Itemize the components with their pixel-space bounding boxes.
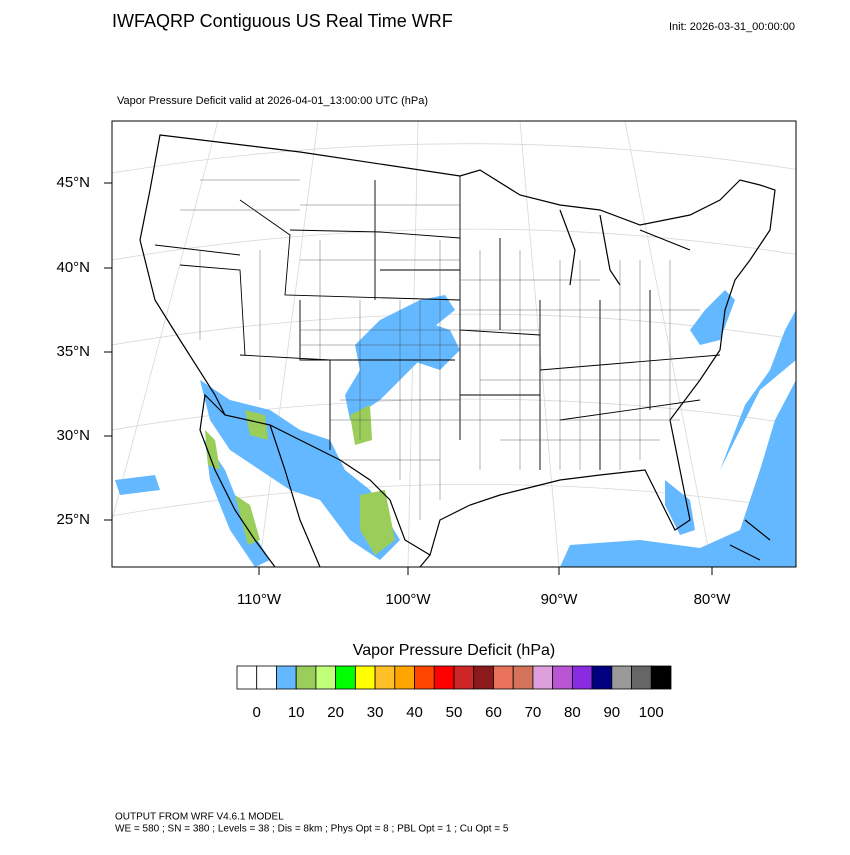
lon-label: 100°W — [385, 591, 431, 608]
colorbar-box — [611, 665, 632, 690]
colorbar-box — [571, 665, 593, 690]
colorbar-label: 0 — [253, 704, 261, 721]
init-time: Init: 2026-03-31_00:00:00 — [669, 21, 795, 33]
footer-line: OUTPUT FROM WRF V4.6.1 MODEL — [115, 812, 284, 823]
colorbar-label: 10 — [288, 704, 305, 721]
colorbar-box — [335, 665, 356, 690]
colorbar-box — [414, 665, 435, 690]
colorbar-box — [473, 665, 494, 690]
colorbar-box — [591, 665, 613, 690]
lat-label: 40°N — [56, 259, 90, 276]
lat-label: 35°N — [56, 343, 90, 360]
colorbar-box — [552, 665, 573, 690]
colorbar-box — [394, 665, 415, 690]
colorbar-box — [374, 665, 396, 690]
vpd-shading-high — [205, 405, 395, 555]
map-frame — [111, 120, 797, 568]
colorbar-label: 80 — [564, 704, 581, 721]
colorbar-label: 70 — [525, 704, 542, 721]
colorbar-box — [256, 665, 277, 690]
colorbar-box — [631, 665, 652, 690]
lat-label: 25°N — [56, 511, 90, 528]
colorbar-box — [512, 665, 534, 690]
colorbar-box — [354, 665, 376, 690]
colorbar-box — [433, 665, 455, 690]
colorbar-label: 50 — [446, 704, 463, 721]
colorbar-box — [276, 665, 297, 690]
title: IWFAQRP Contiguous US Real Time WRF — [112, 11, 453, 31]
lat-label: 45°N — [56, 174, 90, 191]
colorbar-title: Vapor Pressure Deficit (hPa) — [353, 642, 555, 659]
lon-label: 90°W — [541, 591, 579, 608]
colorbar-box — [295, 665, 317, 690]
footer-line: WE = 580 ; SN = 380 ; Levels = 38 ; Dis … — [115, 824, 509, 835]
colorbar-label: 60 — [485, 704, 502, 721]
colorbar-box — [453, 665, 475, 690]
map-subtitle: Vapor Pressure Deficit valid at 2026-04-… — [117, 95, 428, 107]
colorbar-label: 20 — [327, 704, 344, 721]
colorbar-box — [236, 665, 258, 690]
state-lines — [154, 176, 721, 470]
colorbar-label: 100 — [639, 704, 664, 721]
map-axes: 45°N 40°N 35°N 30°N 25°N 110°W 100°W 90°W 80°W — [56, 174, 731, 608]
county-lines — [180, 179, 700, 520]
colorbar-label: 90 — [603, 704, 620, 721]
colorbar-label: 30 — [367, 704, 384, 721]
map-body — [112, 121, 796, 567]
lon-label: 80°W — [694, 591, 732, 608]
colorbar-box — [493, 665, 514, 690]
colorbar: 0 10 20 30 40 50 60 70 80 90 100 — [236, 665, 672, 721]
graticule — [112, 121, 796, 567]
colorbar-box — [650, 665, 672, 690]
colorbar-box — [532, 665, 554, 690]
colorbar-label: 40 — [406, 704, 423, 721]
lat-label: 30°N — [56, 427, 90, 444]
colorbar-box — [315, 665, 337, 690]
lon-label: 110°W — [237, 591, 282, 608]
coastlines-borders — [139, 134, 776, 567]
